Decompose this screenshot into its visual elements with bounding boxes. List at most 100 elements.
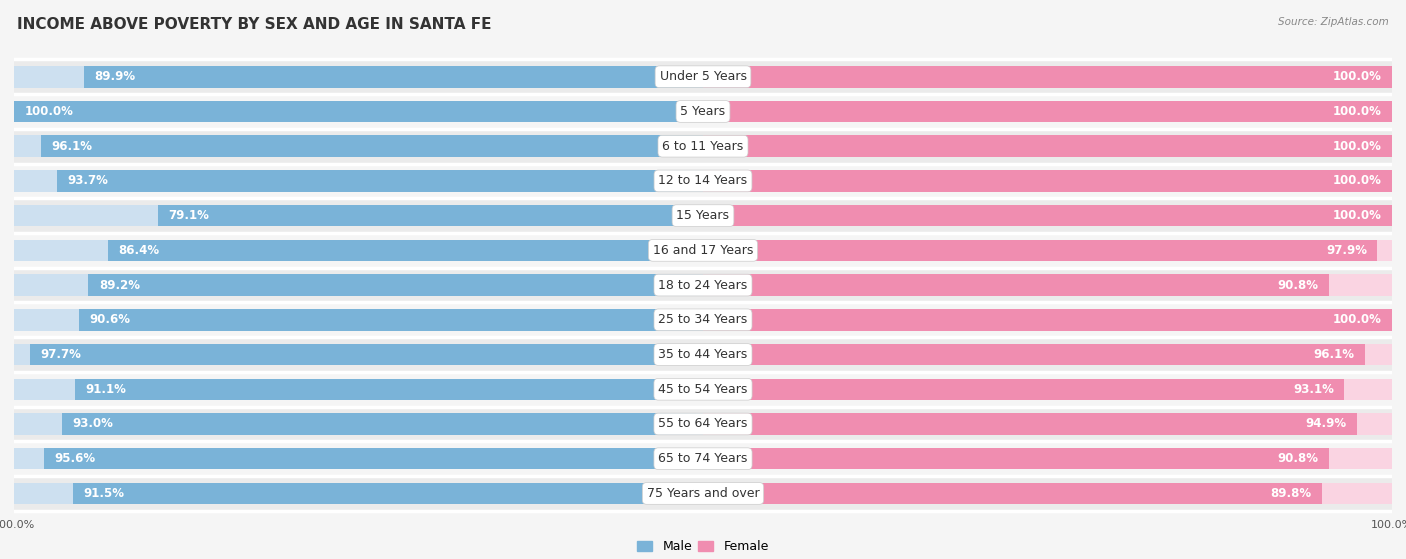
Bar <box>14 337 1392 372</box>
Bar <box>41 135 703 157</box>
Bar <box>703 274 1329 296</box>
Text: 100.0%: 100.0% <box>24 105 73 118</box>
Bar <box>14 378 703 400</box>
Bar <box>62 413 703 435</box>
Bar <box>703 413 1392 435</box>
Text: Under 5 Years: Under 5 Years <box>659 70 747 83</box>
Bar <box>14 274 703 296</box>
Text: 5 Years: 5 Years <box>681 105 725 118</box>
Text: 65 to 74 Years: 65 to 74 Years <box>658 452 748 465</box>
Text: Source: ZipAtlas.com: Source: ZipAtlas.com <box>1278 17 1389 27</box>
Bar <box>76 378 703 400</box>
Bar <box>14 66 703 88</box>
Bar <box>703 448 1329 470</box>
Bar <box>703 309 1392 330</box>
Bar <box>703 135 1392 157</box>
Bar <box>14 442 1392 476</box>
Text: 6 to 11 Years: 6 to 11 Years <box>662 140 744 153</box>
Bar <box>703 274 1392 296</box>
Text: 94.9%: 94.9% <box>1305 418 1347 430</box>
Text: INCOME ABOVE POVERTY BY SEX AND AGE IN SANTA FE: INCOME ABOVE POVERTY BY SEX AND AGE IN S… <box>17 17 491 32</box>
Text: 100.0%: 100.0% <box>1333 209 1382 222</box>
Bar <box>703 101 1392 122</box>
Text: 89.9%: 89.9% <box>94 70 135 83</box>
Text: 16 and 17 Years: 16 and 17 Years <box>652 244 754 257</box>
Bar <box>703 378 1344 400</box>
Text: 97.7%: 97.7% <box>41 348 82 361</box>
Text: 75 Years and over: 75 Years and over <box>647 487 759 500</box>
Bar <box>703 448 1392 470</box>
Bar <box>14 268 1392 302</box>
Text: 55 to 64 Years: 55 to 64 Years <box>658 418 748 430</box>
Bar <box>14 135 703 157</box>
Text: 93.1%: 93.1% <box>1294 383 1334 396</box>
Bar <box>14 448 703 470</box>
Text: 90.6%: 90.6% <box>89 313 131 326</box>
Text: 91.1%: 91.1% <box>86 383 127 396</box>
Bar <box>703 378 1392 400</box>
Bar <box>79 309 703 330</box>
Bar <box>73 482 703 504</box>
Bar <box>58 170 703 192</box>
Bar <box>14 233 1392 268</box>
Text: 97.9%: 97.9% <box>1326 244 1367 257</box>
Bar <box>703 101 1392 122</box>
Bar <box>30 344 703 366</box>
Text: 15 Years: 15 Years <box>676 209 730 222</box>
Bar <box>14 129 1392 164</box>
Text: 86.4%: 86.4% <box>118 244 159 257</box>
Bar <box>83 66 703 88</box>
Bar <box>703 170 1392 192</box>
Bar <box>703 309 1392 330</box>
Bar <box>14 59 1392 94</box>
Bar <box>14 198 1392 233</box>
Bar <box>14 101 703 122</box>
Bar <box>703 344 1392 366</box>
Bar <box>703 482 1322 504</box>
Bar <box>703 170 1392 192</box>
Bar <box>14 302 1392 337</box>
Text: 89.8%: 89.8% <box>1270 487 1312 500</box>
Bar <box>14 413 703 435</box>
Text: 100.0%: 100.0% <box>1333 174 1382 187</box>
Bar <box>703 482 1392 504</box>
Bar <box>14 170 703 192</box>
Bar <box>703 240 1378 261</box>
Bar <box>703 66 1392 88</box>
Bar <box>703 66 1392 88</box>
Text: 100.0%: 100.0% <box>1333 105 1382 118</box>
Bar <box>14 406 1392 442</box>
Bar <box>703 205 1392 226</box>
Bar <box>703 240 1392 261</box>
Bar <box>703 413 1357 435</box>
Text: 96.1%: 96.1% <box>51 140 93 153</box>
Bar <box>703 205 1392 226</box>
Bar <box>14 101 703 122</box>
Text: 100.0%: 100.0% <box>1333 70 1382 83</box>
Text: 90.8%: 90.8% <box>1277 452 1319 465</box>
Bar <box>14 205 703 226</box>
Text: 45 to 54 Years: 45 to 54 Years <box>658 383 748 396</box>
Text: 89.2%: 89.2% <box>98 278 139 292</box>
Text: 95.6%: 95.6% <box>55 452 96 465</box>
Bar <box>14 309 703 330</box>
Text: 35 to 44 Years: 35 to 44 Years <box>658 348 748 361</box>
Bar <box>14 482 703 504</box>
Text: 90.8%: 90.8% <box>1277 278 1319 292</box>
Legend: Male, Female: Male, Female <box>633 536 773 558</box>
Text: 93.7%: 93.7% <box>67 174 108 187</box>
Bar <box>14 164 1392 198</box>
Bar <box>14 344 703 366</box>
Bar <box>45 448 703 470</box>
Text: 100.0%: 100.0% <box>1333 313 1382 326</box>
Text: 91.5%: 91.5% <box>83 487 124 500</box>
Bar <box>89 274 703 296</box>
Bar <box>157 205 703 226</box>
Text: 79.1%: 79.1% <box>169 209 209 222</box>
Text: 18 to 24 Years: 18 to 24 Years <box>658 278 748 292</box>
Text: 96.1%: 96.1% <box>1313 348 1355 361</box>
Text: 100.0%: 100.0% <box>1333 140 1382 153</box>
Bar <box>14 94 1392 129</box>
Bar <box>703 344 1365 366</box>
Text: 12 to 14 Years: 12 to 14 Years <box>658 174 748 187</box>
